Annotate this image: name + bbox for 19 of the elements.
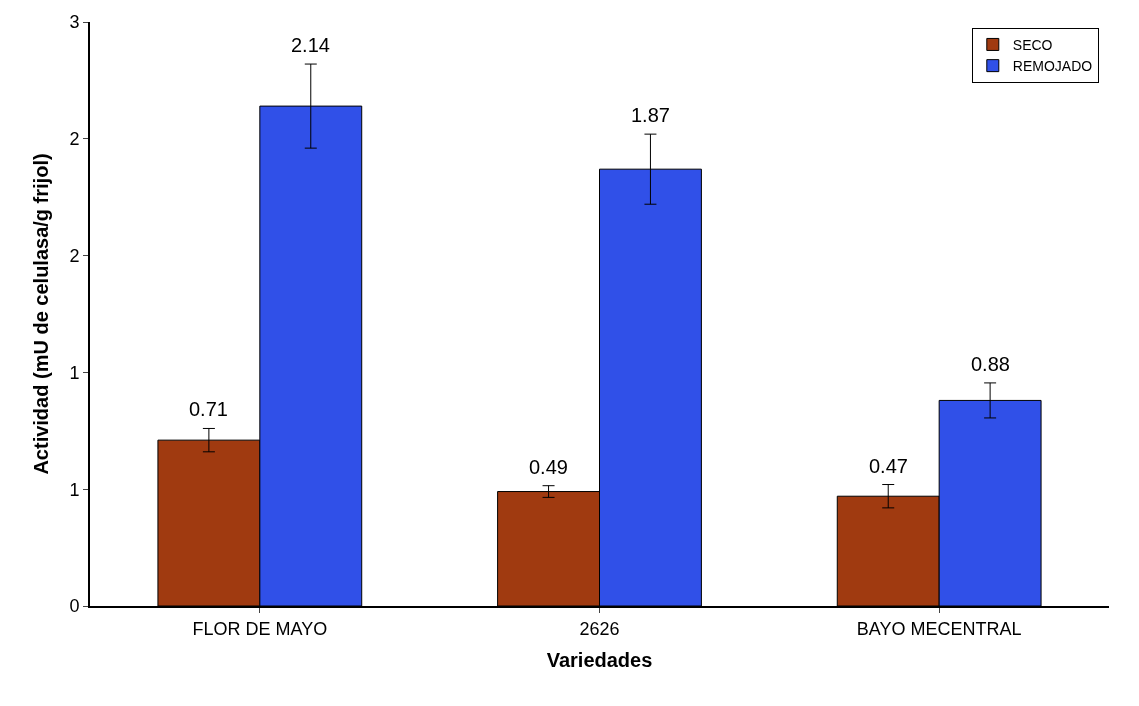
x-axis-title: Variedades	[546, 648, 653, 671]
x-tick-label: BAYO MECENTRAL	[856, 618, 1022, 639]
y-tick-label: 2	[69, 129, 80, 150]
y-tick-label: 1	[69, 362, 80, 383]
data-label: 0.88	[971, 353, 1010, 375]
data-label: 0.49	[529, 456, 568, 478]
y-axis-title: Actividad (mU de celulasa/g frijol)	[30, 153, 53, 475]
y-tick-label: 0	[69, 596, 80, 617]
y-tick-label: 1	[69, 479, 80, 500]
data-label: 0.71	[189, 398, 228, 420]
data-label: 1.87	[631, 104, 670, 126]
y-tick-label: 2	[69, 245, 80, 266]
legend-label: SECO	[1012, 36, 1053, 53]
x-tick-label: 2626	[579, 618, 620, 639]
legend-label: REMOJADO	[1012, 58, 1093, 75]
y-tick-label: 3	[69, 12, 80, 33]
data-label: 2.14	[291, 34, 330, 56]
x-tick-label: FLOR DE MAYO	[192, 618, 328, 639]
data-label: 0.47	[869, 455, 908, 477]
